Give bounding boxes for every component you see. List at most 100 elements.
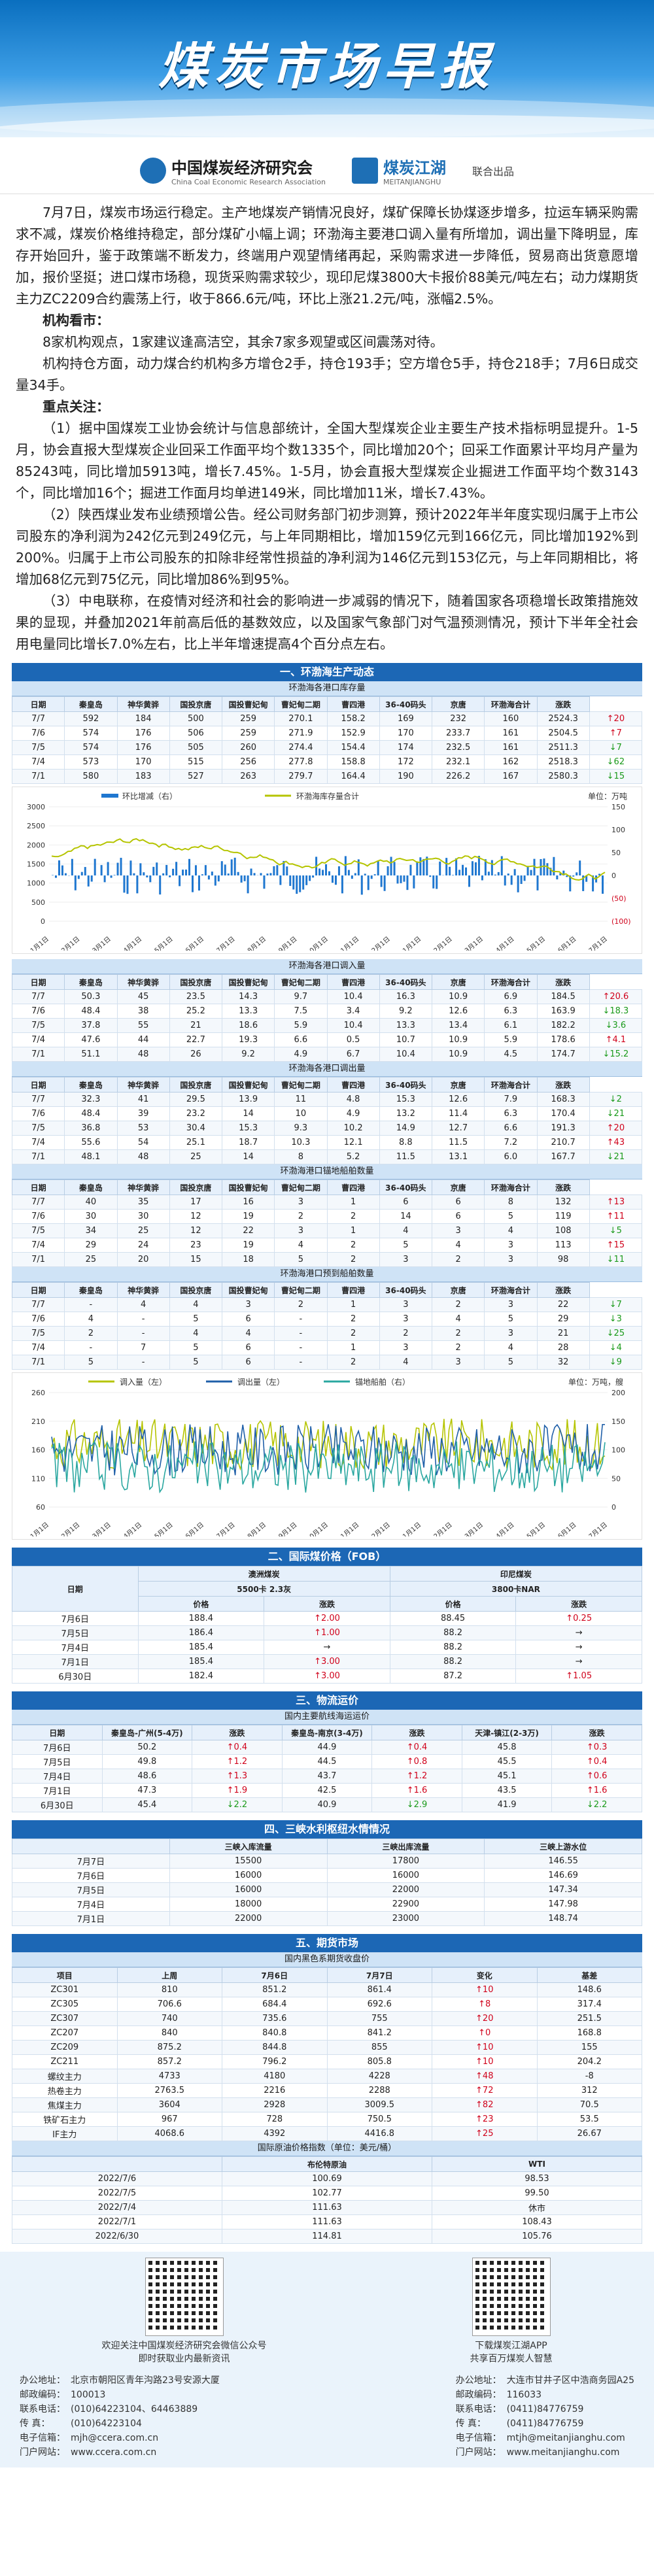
table-cell: 32.3 [64, 1092, 118, 1107]
contact-value: (0411)84776759 [506, 2404, 584, 2415]
table-row: 7月4日 18000 22900 147.98 [12, 1897, 642, 1912]
ccera-name: 中国煤炭经济研究会 [171, 159, 313, 177]
table-cell: 7月6日 [12, 1868, 170, 1883]
table-cell: 2 [431, 1252, 485, 1267]
table-cell: 16.3 [379, 989, 433, 1004]
y-tick-label: 160 [31, 1446, 45, 1455]
anchored-ships-table: 日期 秦皇岛 神华黄骅 国投京唐 国投曹妃甸 曹妃甸二期 曹四港 36-40码头 京唐 环渤海合计… [11, 1179, 643, 1267]
table-cell: 48.4 [64, 1106, 118, 1121]
table-row: 7/7 592 184 500 259 270.1 158.2 169 232 160 2524.3… [11, 711, 643, 726]
x-tick-label: 2月1日 [60, 1521, 82, 1536]
bar-change [562, 870, 565, 875]
bar-change [299, 875, 301, 892]
table-cell: 38 [116, 1004, 170, 1019]
intro-paragraph: （2）陕西煤业发布业绩预增公告。经公司财务部门初步测算，预计2022年半年度实现… [16, 507, 638, 587]
table-cell: 48.1 [64, 1149, 118, 1164]
column-header: 36-40码头 [379, 974, 433, 990]
y2-tick-label: 100 [611, 826, 625, 834]
bar-change [263, 875, 266, 889]
table-cell: ↓7 [589, 1297, 643, 1312]
table-cell: 7/5 [11, 740, 65, 755]
x-tick-label: 11月1日 [336, 1521, 361, 1536]
column-header: 涨跌 [371, 1725, 462, 1740]
table-cell: 99.50 [432, 2186, 642, 2201]
table-cell: 515 [169, 754, 223, 770]
x-tick-label: 5月1日 [153, 1521, 175, 1536]
table-cell: 111.63 [222, 2214, 432, 2229]
bar-change [80, 872, 83, 875]
table-cell: 铁矿石主力 [12, 2112, 118, 2127]
table-cell: 22000 [326, 1882, 485, 1897]
bar-change [286, 866, 288, 875]
section-title: 三、物流运价 [12, 1691, 642, 1710]
table-cell: 861.4 [326, 1982, 432, 1997]
table-cell: 6.3 [484, 1004, 538, 1019]
table-cell: - [64, 1297, 118, 1312]
footer: 欢迎关注中国煤炭经济研究会微信公众号 即时获取业内最新资讯 下载煤炭江湖APP … [0, 2252, 654, 2467]
table-row: ZC305 706.6 684.4 692.6 ↑8 317.4 [12, 1997, 642, 2012]
table-cell: 12.1 [326, 1135, 380, 1150]
contact-line: 办公地址： 大连市甘井子区中浩商务园A25 [456, 2373, 634, 2388]
table-cell: ↑2.00 [264, 1611, 390, 1626]
table-cell: 5.9 [484, 1032, 538, 1047]
bar-change [337, 866, 340, 875]
column-header: 项目 [12, 1967, 118, 1983]
table-cell: 7/1 [11, 1252, 65, 1267]
table-cell: 796.2 [222, 2054, 328, 2069]
bar-change [373, 874, 376, 875]
table-cell: 55.6 [64, 1135, 118, 1150]
table-cell: ↓3.6 [589, 1018, 643, 1033]
table-cell: 14 [221, 1106, 275, 1121]
table-cell: 14 [221, 1149, 275, 1164]
table-cell: 174.7 [536, 1047, 590, 1062]
table-cell: 热卷主力 [12, 2083, 118, 2098]
column-header: 36-40码头 [379, 1282, 433, 1298]
intro-paragraph: （3）中电联称，在疫情对经济和社会的影响进一步减弱的情况下，随着国家各项稳增长政… [16, 593, 638, 652]
table-cell: 855 [326, 2040, 432, 2055]
table-cell: 7月1日 [12, 1654, 139, 1669]
table-cell: 176 [116, 726, 170, 741]
column-header: 国投曹妃甸 [221, 696, 275, 712]
x-tick-label: 6月1日 [557, 1521, 578, 1536]
table-cell: 2 [431, 1297, 485, 1312]
contact-line: 传 真： (010)64223104 [20, 2416, 220, 2431]
contact-value: www.meitanjianghu.com [506, 2447, 620, 2458]
table-cell: 102.77 [222, 2186, 432, 2201]
table-header-row: 布伦特原油 WTI [12, 2156, 642, 2172]
table-cell: ↑1.2 [192, 1754, 283, 1769]
table-cell: 3 [484, 1326, 538, 1341]
bar-change [273, 866, 275, 875]
contact-key: 传 真： [20, 2418, 50, 2429]
column-header [12, 1839, 170, 1854]
bar-change [71, 858, 73, 875]
table-cell: 7/6 [11, 1004, 65, 1019]
column-header: 神华黄骅 [116, 1077, 170, 1093]
column-header: 曹妃甸二期 [274, 1282, 328, 1298]
table-cell: ↑72 [432, 2083, 538, 2098]
table-cell: 48.4 [64, 1004, 118, 1019]
table-cell: 2928 [222, 2097, 328, 2112]
bar-change [175, 862, 178, 875]
table-cell: 70.5 [536, 2097, 642, 2112]
bar-change [598, 873, 601, 875]
table-cell: 580 [64, 769, 118, 784]
column-header: 曹妃甸二期 [274, 974, 328, 990]
table-row: 7/7 50.3 45 23.5 14.3 9.7 10.4 16.3 10.9 6.9 184.5… [11, 989, 643, 1004]
column-header: 国投京唐 [169, 1282, 223, 1298]
table-row: 7月6日 50.2 ↑0.4 44.9 ↑0.4 45.8 ↑0.3 [12, 1740, 642, 1755]
table-cell: 9.2 [379, 1004, 433, 1019]
bar-change [396, 875, 399, 884]
column-header: 日期 [11, 1077, 65, 1093]
table-cell: 47.3 [101, 1783, 193, 1798]
bar-change [477, 856, 480, 875]
bar-change [409, 864, 412, 875]
table-cell: 263 [221, 769, 275, 784]
qr-row: 欢迎关注中国煤炭经济研究会微信公众号 即时获取业内最新资讯 下载煤炭江湖APP … [0, 2258, 654, 2365]
table-title: 环渤海各港口库存量 [12, 681, 642, 696]
table-cell: 15.3 [221, 1121, 275, 1136]
table-cell: ↓15 [589, 769, 643, 784]
bar-change [556, 875, 559, 880]
bar-change [188, 858, 191, 875]
table-cell: 43.7 [281, 1769, 373, 1784]
table-row: 7/6 48.4 39 23.2 14 10 4.9 13.2 11.4 6.3 170.4 ↓21 [11, 1106, 643, 1121]
